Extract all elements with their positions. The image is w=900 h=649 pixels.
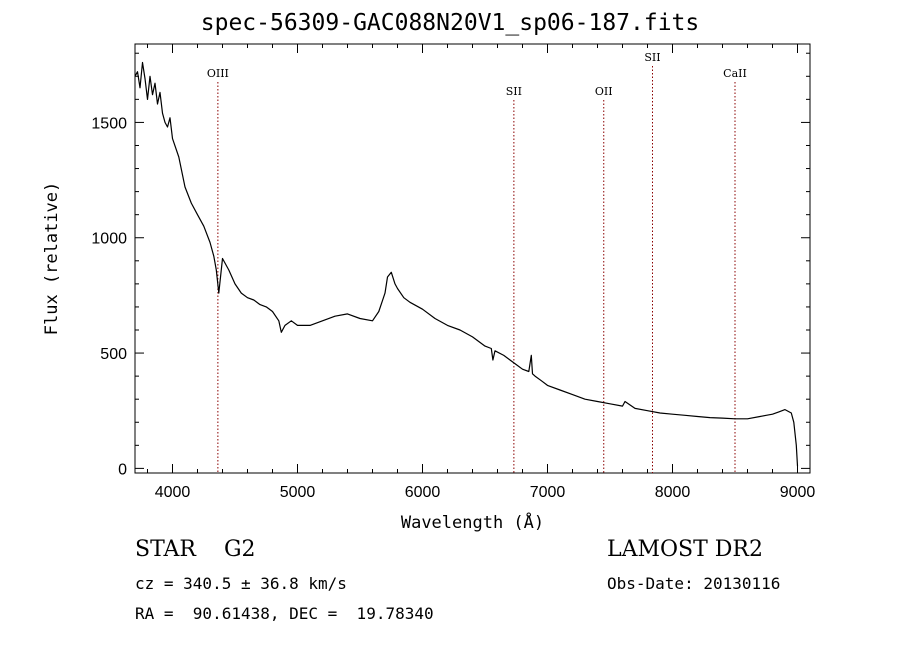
x-tick-label: 5000 (280, 484, 316, 501)
object-class: STAR (135, 537, 196, 562)
y-tick-label: 0 (118, 461, 127, 478)
survey-name: LAMOST DR2 (607, 537, 763, 562)
x-tick-label: 6000 (405, 484, 441, 501)
redshift-text: cz = 340.5 ± 36.8 km/s (135, 574, 347, 593)
spectral-line-label: SII (644, 51, 660, 64)
y-tick-label: 1000 (91, 231, 127, 248)
x-axis-label: Wavelength (Å) (401, 511, 544, 533)
plot-frame (134, 43, 811, 474)
x-tick-label: 9000 (780, 484, 816, 501)
spectral-line-label: SII (506, 85, 522, 98)
spectral-line-label: OIII (207, 67, 229, 80)
spectrum-line (134, 61, 799, 467)
spectral-line-label: CaII (723, 67, 747, 80)
obs-date-text: Obs-Date: 20130116 (607, 574, 781, 593)
y-axis-label: Flux (relative) (42, 182, 62, 336)
x-tick-label: 8000 (655, 484, 691, 501)
object-subclass: G2 (223, 537, 256, 562)
x-tick-label: 4000 (155, 484, 191, 501)
y-tick-label: 1500 (91, 115, 127, 132)
coordinates-text: RA = 90.61438, DEC = 19.78340 (135, 604, 434, 623)
x-tick-label: 7000 (530, 484, 566, 501)
y-tick-label: 500 (100, 346, 127, 363)
chart-title: spec-56309-GAC088N20V1_sp06-187.fits (200, 10, 700, 36)
spectral-line-label: OII (595, 85, 613, 98)
object-classification: STAR G2 (135, 537, 256, 562)
